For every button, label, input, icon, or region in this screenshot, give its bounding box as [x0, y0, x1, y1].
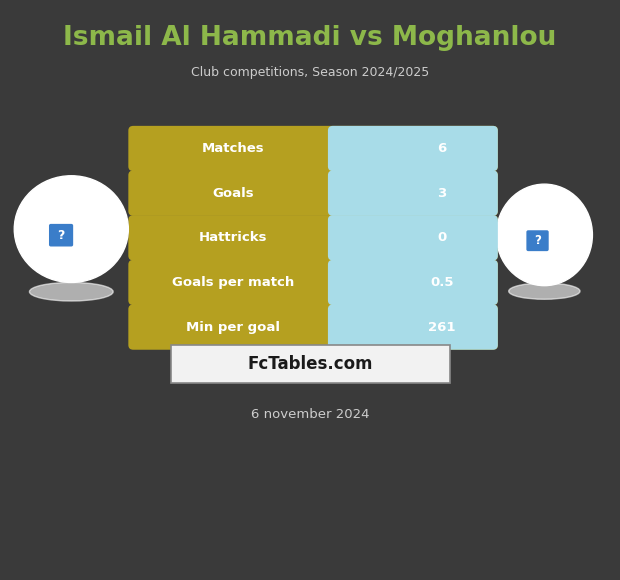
Text: 3: 3: [437, 187, 446, 200]
Text: ?: ?: [534, 234, 541, 247]
Text: Hattricks: Hattricks: [199, 231, 267, 244]
FancyBboxPatch shape: [328, 215, 498, 260]
Text: FcTables.com: FcTables.com: [247, 355, 373, 373]
Text: ?: ?: [58, 229, 64, 242]
Text: Min per goal: Min per goal: [186, 321, 280, 333]
Text: Goals per match: Goals per match: [172, 276, 294, 289]
FancyBboxPatch shape: [128, 304, 498, 350]
Text: Club competitions, Season 2024/2025: Club competitions, Season 2024/2025: [191, 66, 429, 79]
Text: 0: 0: [437, 231, 446, 244]
FancyBboxPatch shape: [128, 215, 498, 260]
FancyBboxPatch shape: [128, 260, 498, 305]
FancyBboxPatch shape: [128, 171, 498, 216]
Bar: [333, 175, 389, 211]
Text: 6 november 2024: 6 november 2024: [250, 408, 370, 421]
FancyBboxPatch shape: [328, 126, 498, 171]
FancyBboxPatch shape: [328, 304, 498, 350]
Bar: [333, 264, 389, 300]
Text: 0.5: 0.5: [430, 276, 453, 289]
FancyBboxPatch shape: [328, 260, 498, 305]
Ellipse shape: [496, 184, 592, 286]
Text: 6: 6: [437, 142, 446, 155]
FancyBboxPatch shape: [128, 126, 498, 171]
Ellipse shape: [29, 282, 113, 301]
Bar: [333, 309, 389, 345]
FancyBboxPatch shape: [526, 230, 549, 251]
Circle shape: [14, 176, 128, 282]
Ellipse shape: [508, 283, 580, 299]
FancyBboxPatch shape: [170, 345, 450, 383]
Text: Ismail Al Hammadi vs Moghanlou: Ismail Al Hammadi vs Moghanlou: [63, 25, 557, 50]
Text: Goals: Goals: [212, 187, 254, 200]
Bar: [333, 220, 389, 256]
Text: 261: 261: [428, 321, 456, 333]
Bar: [333, 130, 389, 166]
FancyBboxPatch shape: [49, 224, 73, 246]
Text: Matches: Matches: [202, 142, 264, 155]
FancyBboxPatch shape: [328, 171, 498, 216]
